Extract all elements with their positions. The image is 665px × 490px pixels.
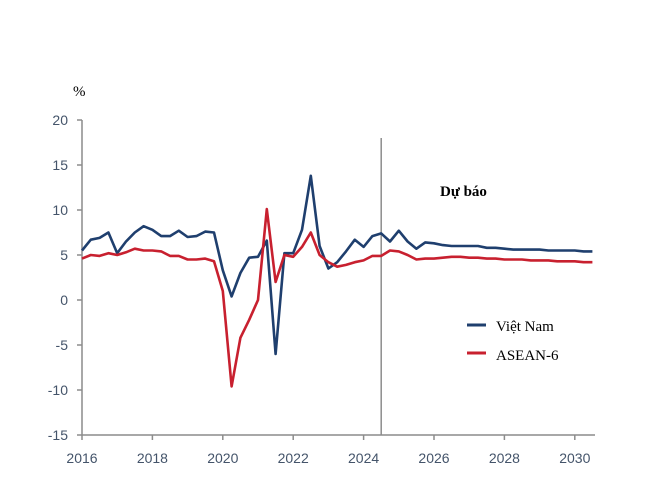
legend-label-vietnam: Việt Nam — [496, 319, 554, 335]
x-tick-label: 2028 — [489, 450, 520, 466]
legend-label-asean6: ASEAN-6 — [496, 348, 559, 364]
x-tick-label: 2022 — [278, 450, 309, 466]
x-tick-label: 2018 — [137, 450, 168, 466]
y-tick-label: -10 — [48, 382, 68, 398]
y-tick-label: -15 — [48, 427, 68, 443]
y-tick-label: 15 — [52, 157, 68, 173]
x-tick-label: 2026 — [418, 450, 449, 466]
y-tick-label: 5 — [60, 247, 68, 263]
y-tick-label: -5 — [56, 337, 69, 353]
y-unit-label: % — [73, 84, 86, 100]
legend: Việt Nam ASEAN-6 — [467, 319, 559, 364]
y-tick-label: 20 — [52, 112, 68, 128]
x-tick-label: 2024 — [348, 450, 379, 466]
y-tick-label: 0 — [60, 292, 68, 308]
x-tick-label: 2020 — [207, 450, 238, 466]
x-tick-label: 2016 — [66, 450, 97, 466]
y-tick-label: 10 — [52, 202, 68, 218]
forecast-label: Dự báo — [440, 184, 487, 200]
x-tick-label: 2030 — [559, 450, 590, 466]
